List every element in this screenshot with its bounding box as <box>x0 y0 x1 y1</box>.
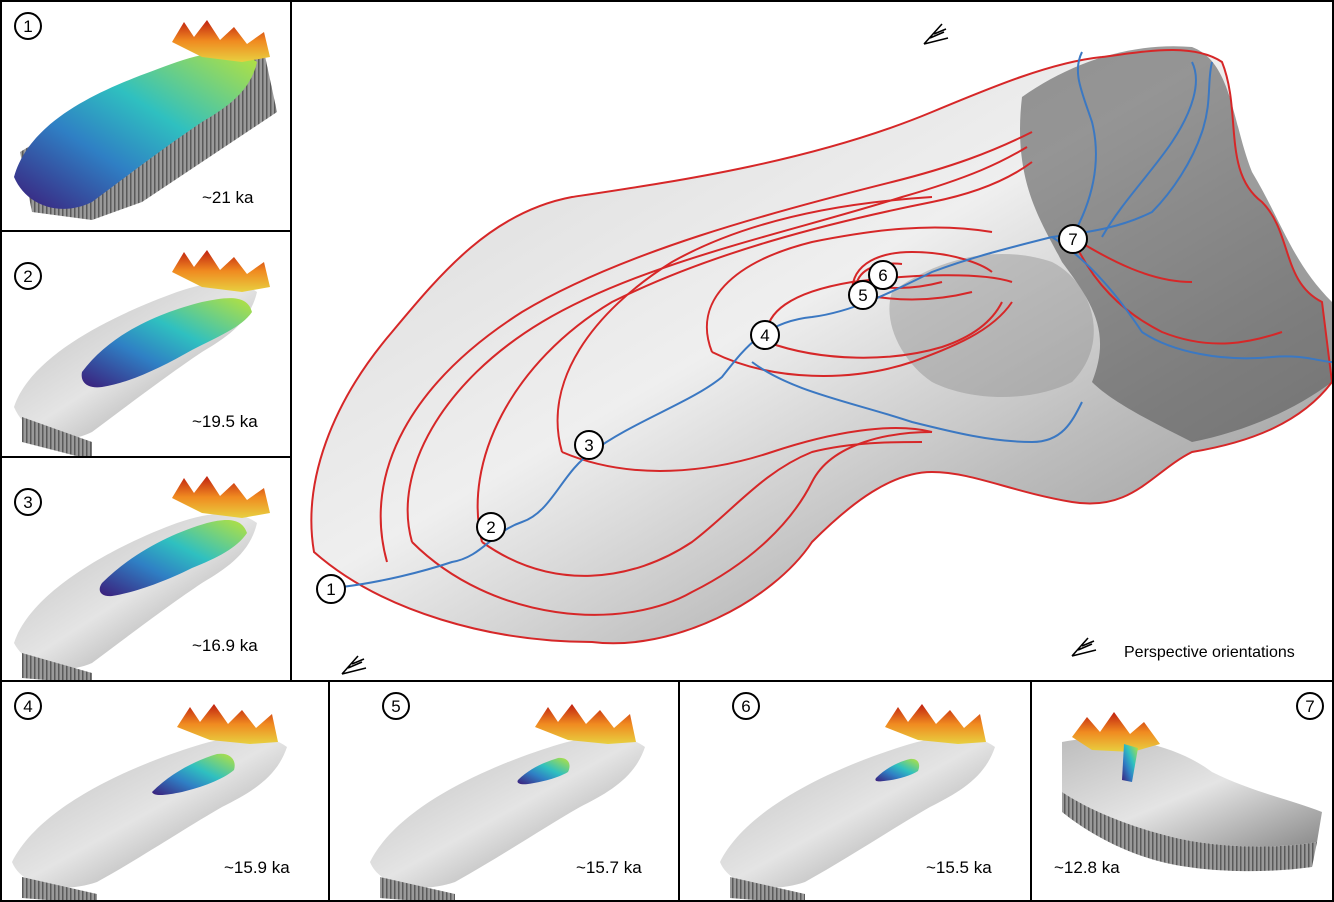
map-marker-1: 1 <box>316 574 346 604</box>
panel-number: 5 <box>382 692 410 720</box>
map-marker-4: 4 <box>750 320 780 350</box>
snapshot-panel-2: 2 ~19.5 ka <box>0 230 292 458</box>
panel-number: 1 <box>14 12 42 40</box>
hillshade-map <box>310 23 1332 675</box>
map-marker-3: 3 <box>574 430 604 460</box>
map-marker-7: 7 <box>1058 224 1088 254</box>
panel-age: ~12.8 ka <box>1054 858 1120 877</box>
snapshot-panel-6: 6 ~15.5 ka <box>678 680 1032 902</box>
main-map-panel: 1 2 3 4 5 6 7 Perspective orientations <box>290 0 1334 682</box>
snapshot-panel-1: 1 ~21 ka <box>0 0 292 232</box>
snapshot-panel-7: 7 ~12.8 ka <box>1030 680 1334 902</box>
panel-age: ~15.9 ka <box>224 858 290 877</box>
map-marker-2: 2 <box>476 512 506 542</box>
panel-age: ~16.9 ka <box>192 636 258 655</box>
glacier-3d-view <box>14 250 270 456</box>
glacier-3d-view <box>14 20 277 220</box>
panel-age: ~19.5 ka <box>192 412 258 431</box>
legend-label: Perspective orientations <box>1124 644 1295 661</box>
perspective-eye-icon <box>341 23 1097 675</box>
glacier-3d-view <box>12 704 287 900</box>
glacier-3d-view <box>14 476 270 680</box>
panel-age: ~15.7 ka <box>576 858 642 877</box>
snapshot-panel-4: 4 ~15.9 ka <box>0 680 330 902</box>
panel-number: 3 <box>14 488 42 516</box>
snapshot-panel-5: 5 ~15.7 ka <box>328 680 680 902</box>
snapshot-panel-3: 3 ~16.9 ka <box>0 456 292 682</box>
map-marker-6: 6 <box>868 260 898 290</box>
panel-age: ~15.5 ka <box>926 858 992 877</box>
glacier-3d-view <box>370 704 645 900</box>
panel-age: ~21 ka <box>202 188 254 207</box>
panel-number: 4 <box>14 692 42 720</box>
glacier-3d-view <box>720 704 995 900</box>
panel-number: 2 <box>14 262 42 290</box>
glacier-3d-view <box>1062 712 1322 872</box>
panel-number: 7 <box>1296 692 1324 720</box>
panel-number: 6 <box>732 692 760 720</box>
